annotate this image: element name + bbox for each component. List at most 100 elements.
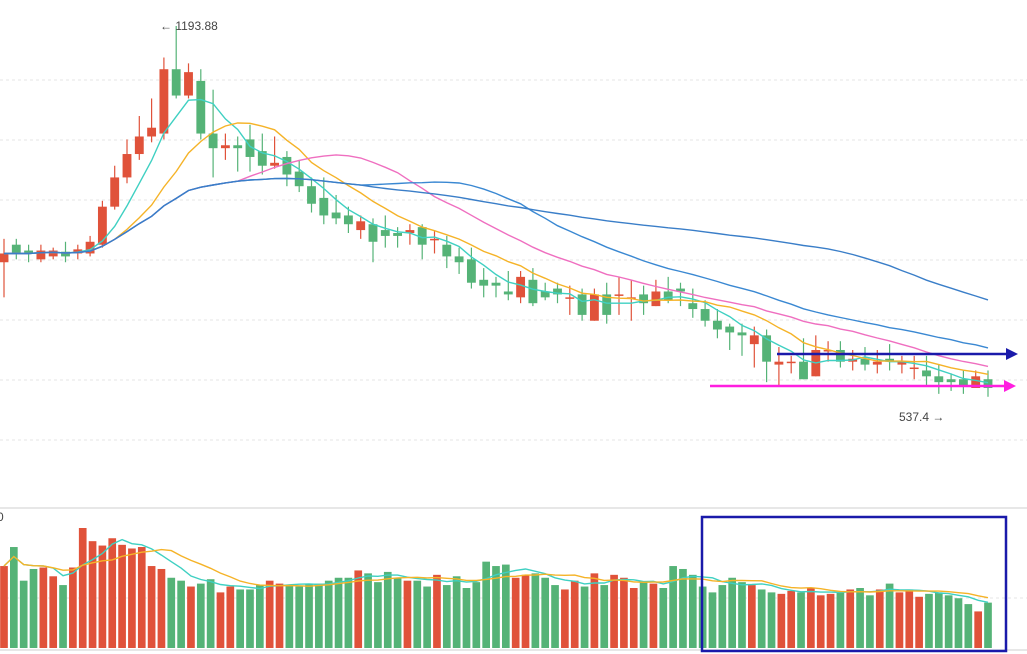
candle-body — [393, 232, 403, 236]
candle-body — [602, 294, 612, 315]
candle-body — [860, 358, 870, 365]
candle-body — [712, 320, 722, 330]
candle-body — [331, 212, 341, 219]
candle-body — [737, 332, 747, 336]
volume-bar — [374, 582, 382, 648]
candle-body — [651, 291, 661, 307]
volume-bar — [442, 585, 451, 648]
candle-body — [134, 136, 144, 155]
candle-body — [454, 256, 464, 263]
ma-cyan-line — [4, 98, 989, 384]
volume-bar — [639, 582, 648, 648]
candle-body — [971, 376, 981, 389]
volume-bar — [98, 545, 107, 648]
candle-body — [257, 151, 267, 166]
candle-body — [405, 230, 415, 233]
volume-bar — [492, 566, 500, 648]
blue-arrow — [777, 348, 1018, 360]
volume-bar — [108, 538, 117, 648]
candle-body — [122, 154, 132, 178]
volume-bar — [708, 592, 717, 648]
volume-bar — [531, 573, 540, 648]
volume-bar — [541, 577, 550, 648]
high-price-label: ← 1193.88 — [160, 19, 218, 33]
candle-body — [639, 294, 649, 304]
volume-bar — [246, 589, 254, 648]
candle-body — [872, 361, 882, 365]
volume-bar — [787, 590, 796, 648]
candle-body — [147, 127, 157, 137]
volume-bar — [167, 577, 176, 648]
volume-bar — [659, 588, 668, 648]
volume-bar — [177, 580, 185, 648]
volume-bar — [836, 592, 845, 648]
candle-body — [749, 335, 759, 345]
candle-body — [48, 250, 58, 257]
candle-body — [380, 230, 390, 236]
volume-bar — [403, 580, 412, 648]
annotations: ← 1193.88 537.4 → 0 — [0, 19, 1018, 653]
candle-body — [799, 361, 808, 380]
volume-bar — [934, 592, 943, 648]
volume-bar — [895, 592, 904, 648]
candle-body — [589, 294, 599, 321]
volume-bar — [925, 593, 933, 648]
volume-bar — [315, 583, 323, 648]
volume-bar — [502, 564, 510, 648]
candle-body — [343, 215, 353, 225]
volume-bar — [39, 567, 48, 648]
candle-body — [958, 379, 968, 386]
ma-pink-line — [4, 154, 989, 368]
volume-bar — [649, 583, 658, 648]
candle-body — [159, 69, 169, 134]
candle-body — [319, 197, 329, 216]
volume-highlight-box — [700, 515, 1008, 653]
volume-bar — [236, 589, 244, 648]
volume-bar — [364, 573, 372, 648]
volume-bar — [344, 577, 353, 648]
volume-bar — [905, 589, 914, 648]
volume-bar — [462, 588, 471, 648]
ma-blue-long-line — [4, 177, 989, 301]
candle-body — [0, 253, 9, 263]
candle-body — [442, 244, 452, 257]
volume-bar — [777, 593, 786, 648]
candle-body — [97, 206, 107, 245]
volume-bar — [256, 585, 264, 648]
volume-bar — [147, 566, 156, 648]
volume-bar — [19, 580, 28, 648]
volume-bar — [196, 583, 205, 648]
candle-body — [184, 72, 193, 96]
candle-body — [725, 326, 735, 333]
volume-bar — [285, 585, 294, 648]
magenta-arrow — [710, 380, 1016, 392]
candle-body — [553, 288, 562, 295]
candle-body — [565, 297, 575, 299]
volume-bar — [482, 561, 490, 648]
candle-body — [688, 303, 698, 310]
candle-body — [823, 349, 833, 352]
candle-body — [774, 361, 784, 365]
volume-bar — [954, 598, 963, 648]
volume-axis-tick: 0 — [0, 510, 4, 524]
volume-bar — [10, 547, 18, 648]
candle-body — [466, 259, 476, 283]
candle-body — [171, 69, 181, 96]
volume-bar — [226, 586, 235, 648]
candle-body — [922, 370, 931, 377]
volume-bar — [69, 567, 77, 648]
volume-bar — [433, 574, 441, 648]
gridlines — [0, 79, 1027, 651]
candle-body — [540, 291, 550, 298]
volume-bar — [157, 568, 166, 648]
volume-bar — [206, 579, 215, 648]
candle-body — [479, 279, 489, 286]
volume-bar — [423, 586, 431, 648]
volume-bar — [629, 588, 638, 648]
volume-bar — [866, 595, 874, 648]
volume-bar — [974, 611, 982, 648]
candle-body — [663, 291, 673, 301]
candle-body — [245, 139, 255, 157]
candle-body — [934, 376, 944, 383]
candle-body — [909, 367, 919, 370]
